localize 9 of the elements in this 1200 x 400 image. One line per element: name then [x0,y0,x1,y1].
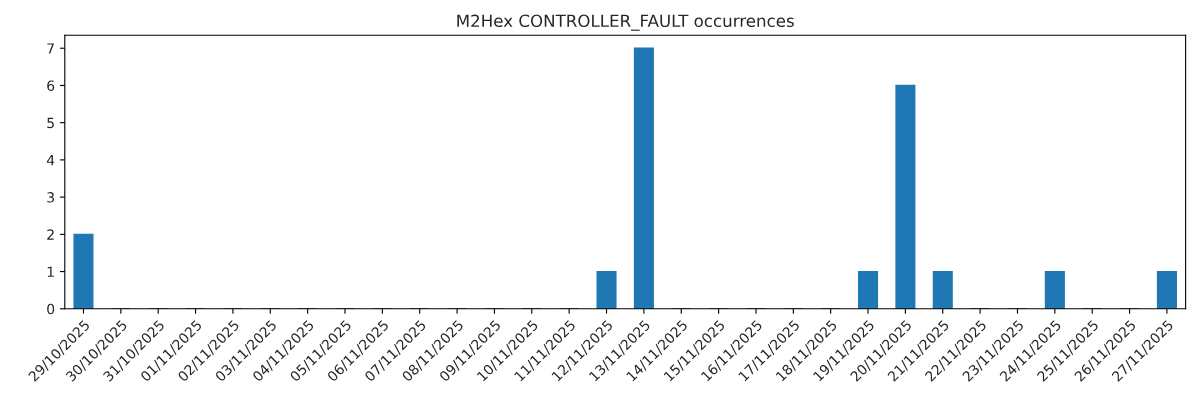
y-tick-label: 4 [46,155,55,166]
y-tick-label: 3 [47,192,54,203]
y-tick-label: 6 [47,80,55,91]
y-tick-label: 5 [47,117,54,129]
y-tick-label: 2 [47,229,54,240]
y-tick-label: 1 [47,266,54,277]
y-tick-label: 7 [47,43,54,54]
chart-title: M2Hex CONTROLLER_FAULT occurrences [457,14,794,31]
y-tick-label: 0 [47,303,55,315]
